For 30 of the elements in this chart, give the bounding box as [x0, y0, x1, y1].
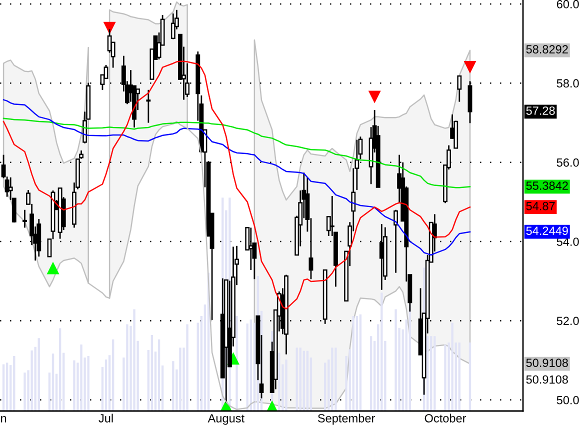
- text: 55.3842: [526, 182, 568, 190]
- candlestick: [132, 85, 136, 128]
- point: [103, 22, 116, 34]
- y-tick-label: 52.0: [556, 316, 579, 326]
- y-tick-label: 56.0: [556, 158, 579, 167]
- candlestick: [22, 209, 27, 228]
- x-tick-label: October: [424, 414, 466, 422]
- x-tick-label: August: [208, 414, 244, 425]
- text: 50.9108: [526, 375, 568, 384]
- y-tick-label: 60.0: [556, 0, 579, 8]
- candlestick: [322, 269, 328, 325]
- text: 50.9108: [526, 358, 568, 368]
- x-tick-label: September: [318, 414, 375, 425]
- line-series: [2, 99, 471, 256]
- text: 57.28: [526, 106, 555, 115]
- x-tick-label: n: [1, 416, 6, 422]
- x-tick-label: Jul: [98, 414, 113, 422]
- text: 58.8292: [526, 45, 568, 54]
- candlestick: [344, 250, 349, 302]
- y-tick-label: 58.0: [556, 79, 579, 88]
- point: [368, 90, 381, 104]
- text: 54.2449: [526, 226, 568, 236]
- point: [464, 61, 476, 74]
- line-series: [2, 118, 471, 188]
- point: [46, 262, 60, 274]
- candlestick: [146, 89, 151, 124]
- candlestick: [457, 75, 462, 102]
- y-tick-label: 50.0: [556, 396, 579, 404]
- candlestick: [368, 126, 374, 185]
- text: 54.87: [526, 202, 555, 210]
